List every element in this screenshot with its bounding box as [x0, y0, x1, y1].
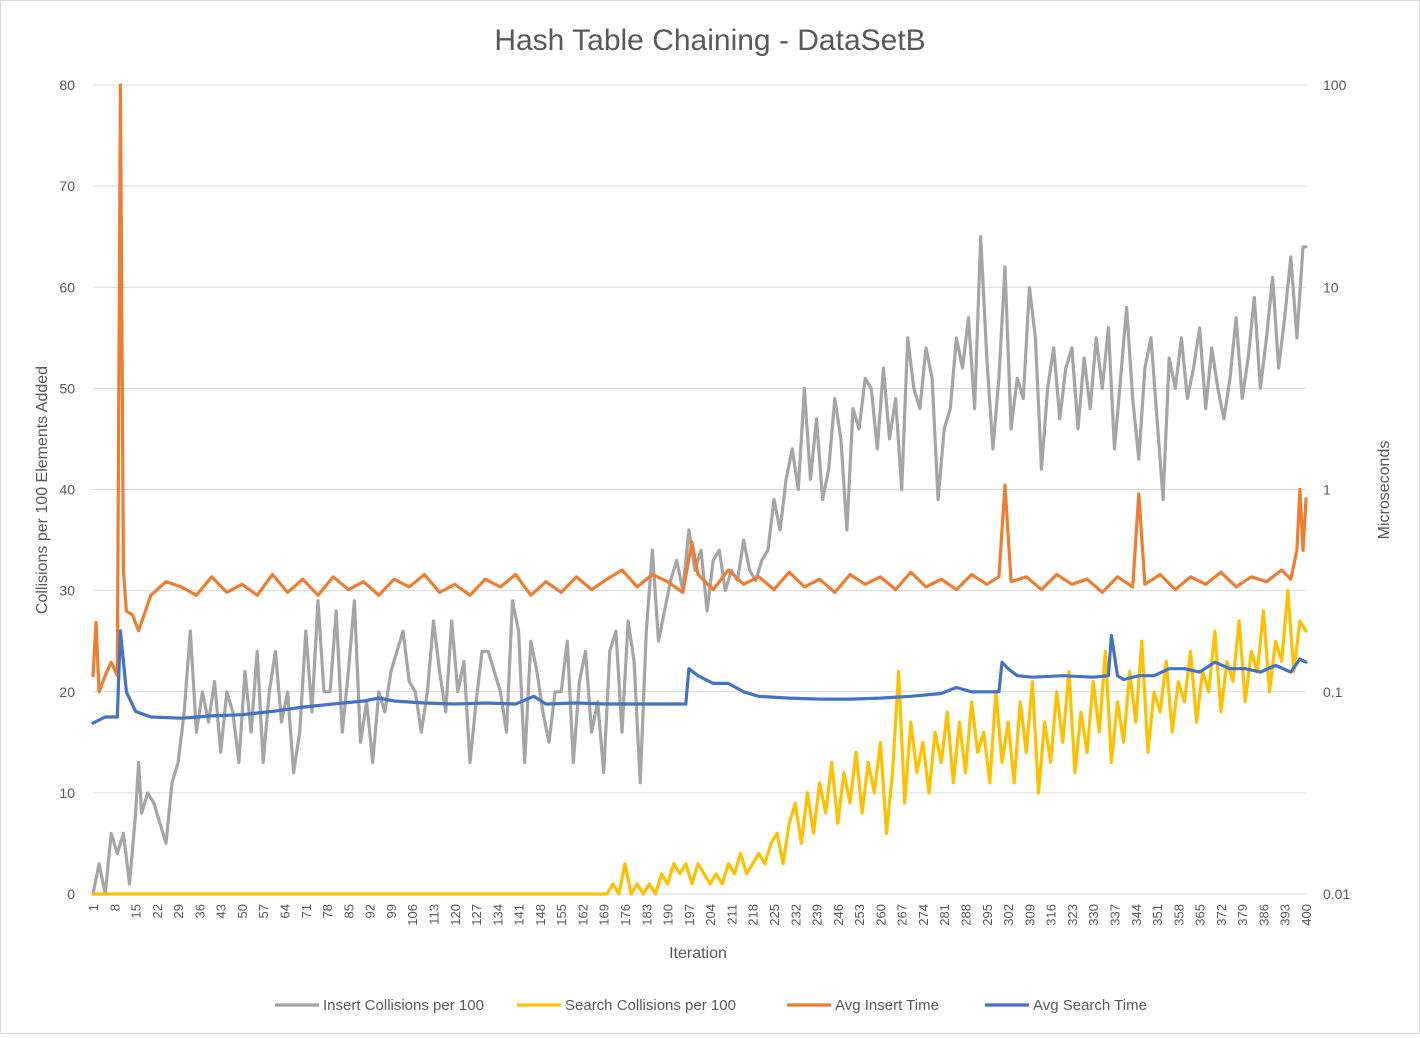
x-axis-label: Iteration — [669, 945, 727, 962]
y-left-tick-label: 30 — [59, 583, 75, 599]
x-tick-label: 288 — [959, 904, 974, 926]
gridlines — [93, 84, 1306, 895]
x-tick-label: 183 — [639, 904, 654, 926]
x-tick-label: 351 — [1150, 904, 1165, 926]
x-tick-label: 78 — [320, 904, 335, 918]
y-right-tick-label: 0.1 — [1323, 684, 1343, 700]
x-tick-label: 232 — [788, 904, 803, 926]
x-tick-label: 337 — [1107, 904, 1122, 926]
x-tick-label: 141 — [512, 904, 527, 926]
x-tick-label: 316 — [1044, 904, 1059, 926]
x-tick-label: 260 — [873, 904, 888, 926]
x-tick-label: 71 — [299, 904, 314, 918]
y-left-tick-label: 20 — [59, 684, 75, 700]
x-tick-label: 379 — [1235, 904, 1250, 926]
x-tick-label: 246 — [831, 904, 846, 926]
left-axis-ticks: 0 10 20 30 40 50 60 70 80 — [59, 77, 75, 902]
series-line-2 — [91, 588, 1308, 896]
y-left-tick-label: 50 — [59, 380, 75, 396]
x-tick-label: 22 — [150, 904, 165, 918]
x-tick-label: 162 — [575, 904, 590, 926]
y-axis-right-label: Microseconds — [1376, 441, 1393, 540]
x-tick-label: 302 — [1001, 904, 1016, 926]
x-tick-label: 239 — [810, 904, 825, 926]
x-axis-ticks: 1 8 15 22 29 36 43 50 57 64 71 78 85 92 99 106 113 120 127… — [86, 904, 1314, 926]
x-tick-label: 358 — [1171, 904, 1186, 926]
x-tick-label: 64 — [278, 904, 293, 918]
right-axis-ticks: 0.01 0.1 1 10 100 — [1323, 77, 1350, 902]
x-tick-label: 330 — [1086, 904, 1101, 926]
x-tick-label: 295 — [980, 904, 995, 926]
legend-item: Avg Search Time — [985, 997, 1147, 1014]
x-tick-label: 99 — [384, 904, 399, 918]
legend: Insert Collisions per 100 Search Collisio… — [275, 997, 1147, 1014]
x-tick-label: 309 — [1022, 904, 1037, 926]
series-line-3 — [91, 83, 1308, 694]
x-tick-label: 127 — [469, 904, 484, 926]
x-tick-label: 253 — [852, 904, 867, 926]
x-tick-label: 281 — [937, 904, 952, 926]
x-tick-label: 43 — [214, 904, 229, 918]
x-tick-label: 344 — [1129, 904, 1144, 926]
y-left-tick-label: 0 — [67, 886, 75, 902]
series-layer — [91, 83, 1308, 896]
x-tick-label: 36 — [192, 904, 207, 918]
legend-item: Insert Collisions per 100 — [275, 997, 484, 1014]
series-line-4 — [91, 629, 1308, 725]
x-tick-label: 386 — [1256, 904, 1271, 926]
x-tick-label: 204 — [703, 904, 718, 926]
x-tick-label: 148 — [533, 904, 548, 926]
x-tick-label: 106 — [405, 904, 420, 926]
series-line-1 — [91, 235, 1308, 896]
x-tick-label: 1 — [86, 904, 101, 911]
x-tick-label: 267 — [895, 904, 910, 926]
x-tick-label: 218 — [746, 904, 761, 926]
x-tick-label: 400 — [1299, 904, 1314, 926]
x-tick-label: 197 — [682, 904, 697, 926]
x-tick-label: 176 — [618, 904, 633, 926]
x-tick-label: 113 — [426, 904, 441, 925]
x-tick-label: 85 — [341, 904, 356, 918]
x-tick-label: 169 — [597, 904, 612, 926]
x-tick-label: 274 — [916, 904, 931, 926]
legend-item: Search Collisions per 100 — [517, 997, 736, 1014]
y-right-tick-label: 0.01 — [1323, 886, 1350, 902]
x-tick-label: 15 — [129, 904, 144, 918]
legend-label: Search Collisions per 100 — [565, 997, 736, 1014]
legend-label: Insert Collisions per 100 — [323, 997, 484, 1014]
y-left-tick-label: 80 — [59, 77, 75, 93]
x-tick-label: 50 — [235, 904, 250, 918]
x-tick-label: 190 — [661, 904, 676, 926]
x-tick-label: 225 — [767, 904, 782, 926]
x-tick-label: 92 — [363, 904, 378, 918]
y-left-tick-label: 60 — [59, 279, 75, 295]
x-tick-label: 323 — [1065, 904, 1080, 926]
y-right-tick-label: 1 — [1323, 482, 1331, 498]
y-right-tick-label: 100 — [1323, 77, 1347, 93]
x-tick-label: 211 — [724, 904, 739, 925]
x-tick-label: 155 — [554, 904, 569, 926]
x-tick-label: 29 — [171, 904, 186, 918]
y-left-tick-label: 10 — [59, 785, 75, 801]
chart-title: Hash Table Chaining - DataSetB — [494, 24, 925, 57]
y-right-tick-label: 10 — [1323, 279, 1339, 295]
legend-label: Avg Search Time — [1033, 997, 1147, 1014]
x-tick-label: 365 — [1193, 904, 1208, 926]
y-left-tick-label: 40 — [59, 482, 75, 498]
y-left-tick-label: 70 — [59, 178, 75, 194]
y-axis-left-label: Collisions per 100 Elements Added — [34, 366, 51, 614]
legend-item: Avg Insert Time — [787, 997, 939, 1014]
x-tick-label: 120 — [448, 904, 463, 926]
legend-label: Avg Insert Time — [835, 997, 939, 1014]
x-tick-label: 393 — [1278, 904, 1293, 926]
x-tick-label: 8 — [107, 904, 122, 911]
x-tick-label: 134 — [490, 904, 505, 926]
x-tick-label: 57 — [256, 904, 271, 918]
x-tick-label: 372 — [1214, 904, 1229, 926]
